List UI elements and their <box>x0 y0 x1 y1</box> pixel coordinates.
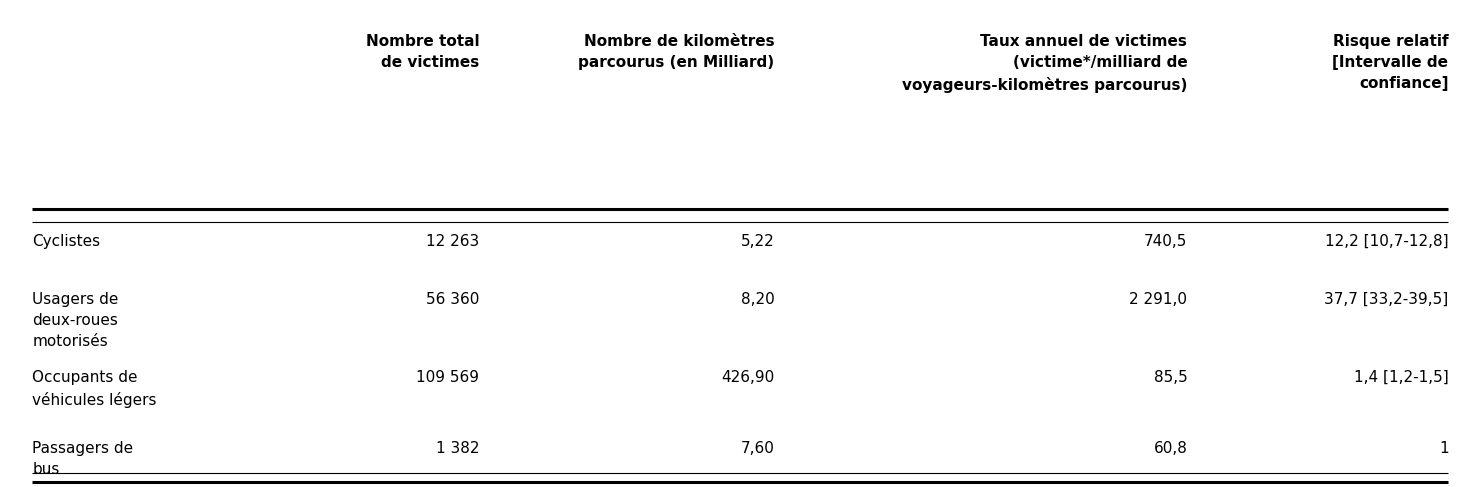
Text: 12 263: 12 263 <box>426 234 479 249</box>
Text: 12,2 [10,7-12,8]: 12,2 [10,7-12,8] <box>1325 234 1448 249</box>
Text: 8,20: 8,20 <box>740 292 774 307</box>
Text: Risque relatif
[Intervalle de
confiance]: Risque relatif [Intervalle de confiance] <box>1332 34 1448 91</box>
Text: 1 382: 1 382 <box>437 441 479 456</box>
Text: Taux annuel de victimes
(victime*/milliard de
voyageurs-kilomètres parcourus): Taux annuel de victimes (victime*/millia… <box>903 34 1187 93</box>
Text: 1: 1 <box>1438 441 1448 456</box>
Text: Passagers de
bus: Passagers de bus <box>32 441 134 477</box>
Text: 740,5: 740,5 <box>1145 234 1187 249</box>
Text: 85,5: 85,5 <box>1153 370 1187 385</box>
Text: 1,4 [1,2-1,5]: 1,4 [1,2-1,5] <box>1354 370 1448 385</box>
Text: Occupants de
véhicules légers: Occupants de véhicules légers <box>32 370 156 408</box>
Text: 60,8: 60,8 <box>1153 441 1187 456</box>
Text: Usagers de
deux-roues
motorisés: Usagers de deux-roues motorisés <box>32 292 119 349</box>
Text: 56 360: 56 360 <box>426 292 479 307</box>
Text: 7,60: 7,60 <box>740 441 774 456</box>
Text: 426,90: 426,90 <box>721 370 774 385</box>
Text: 109 569: 109 569 <box>416 370 479 385</box>
Text: 2 291,0: 2 291,0 <box>1130 292 1187 307</box>
Text: Nombre de kilomètres
parcourus (en Milliard): Nombre de kilomètres parcourus (en Milli… <box>578 34 774 70</box>
Text: 5,22: 5,22 <box>740 234 774 249</box>
Text: Cyclistes: Cyclistes <box>32 234 100 249</box>
Text: Nombre total
de victimes: Nombre total de victimes <box>366 34 479 70</box>
Text: 37,7 [33,2-39,5]: 37,7 [33,2-39,5] <box>1325 292 1448 307</box>
